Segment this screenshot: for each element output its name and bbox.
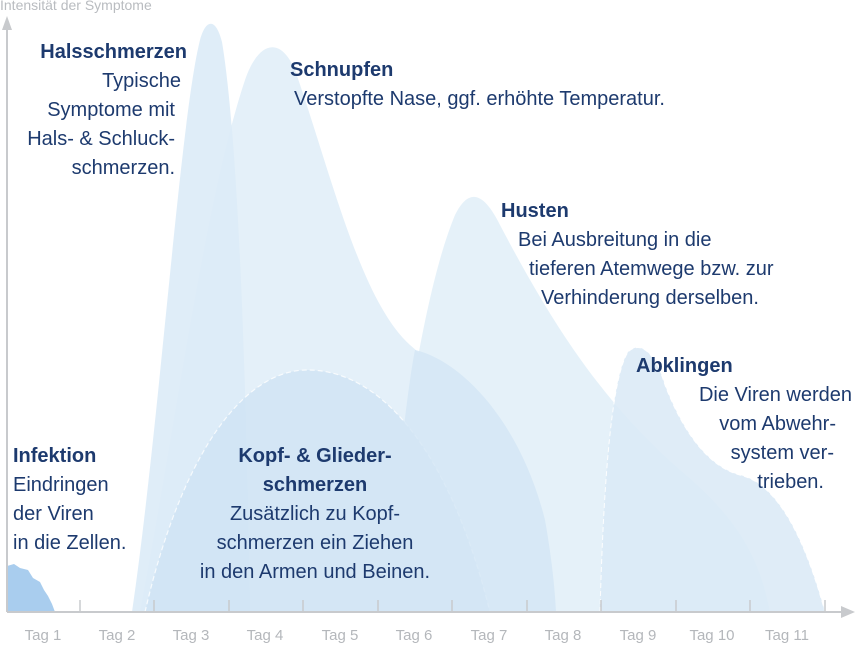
annotation-husten: Husten Bei Ausbreitung in die tieferen A… (501, 197, 774, 313)
annotation-line: Zusätzlich zu Kopf- (229, 503, 401, 525)
y-axis-label: Intensität der Symptome (0, 0, 152, 13)
x-tick-label: Tag 10 (689, 627, 735, 644)
annotation-title: Abklingen (636, 355, 733, 377)
x-tick-label: Tag 1 (24, 627, 62, 644)
annotation-line: schmerzen. (71, 157, 175, 179)
annotation-schnupfen: Schnupfen Verstopfte Nase, ggf. erhöhte … (290, 56, 665, 114)
annotation-line: in die Zellen. (13, 532, 127, 554)
area-infektion (7, 564, 55, 612)
x-tick-label: Tag 8 (544, 627, 582, 644)
annotation-line: Typische (102, 70, 181, 92)
annotation-line: system ver- (730, 442, 834, 464)
annotation-title: Halsschmerzen (40, 41, 187, 63)
annotation-title: Schnupfen (290, 59, 394, 81)
annotation-line: Bei Ausbreitung in die (518, 229, 712, 251)
annotation-line: Symptome mit (47, 99, 175, 121)
annotation-halsschmerzen: Halsschmerzen Typische Symptome mit Hals… (0, 38, 187, 183)
x-tick-label: Tag 2 (98, 627, 136, 644)
annotation-title: schmerzen (262, 474, 368, 496)
annotation-line: Verhinderung derselben. (541, 287, 759, 309)
annotation-title: Husten (501, 200, 569, 222)
area-abklingen (599, 347, 826, 613)
annotation-line: der Viren (13, 503, 94, 525)
annotation-line: schmerzen ein Ziehen (216, 532, 414, 554)
annotation-title: Kopf- & Glieder- (238, 445, 392, 467)
annotation-kopf-gliederschmerzen: Kopf- & Glieder- schmerzen Zusätzlich zu… (170, 442, 460, 587)
x-axis-arrow-icon (841, 606, 855, 618)
annotation-line: Die Viren werden (698, 384, 852, 406)
annotation-line: tieferen Atemwege bzw. zur (529, 258, 774, 280)
annotation-line: Eindringen (13, 474, 109, 496)
area-overlap-mid (380, 350, 556, 612)
x-tick-label: Tag 6 (395, 627, 433, 644)
y-axis-arrow-icon (2, 16, 12, 30)
annotation-line: Hals- & Schluck- (27, 128, 175, 150)
x-tick-label: Tag 7 (470, 627, 508, 644)
annotation-line: Verstopfte Nase, ggf. erhöhte Temperatur… (294, 88, 665, 110)
annotation-line: trieben. (757, 471, 824, 493)
x-axis-ticks (79, 600, 826, 612)
annotation-line: in den Armen und Beinen. (199, 561, 431, 583)
annotation-infektion: Infektion Eindringen der Viren in die Ze… (13, 442, 126, 558)
x-tick-label: Tag 3 (172, 627, 210, 644)
x-tick-label: Tag 9 (619, 627, 657, 644)
annotation-title: Infektion (13, 445, 97, 467)
x-tick-label: Tag 11 (765, 627, 809, 644)
x-tick-label: Tag 5 (321, 627, 359, 644)
x-tick-label: Tag 4 (246, 627, 284, 644)
annotation-line: vom Abwehr- (719, 413, 836, 435)
annotation-abklingen: Abklingen Die Viren werden vom Abwehr- s… (636, 352, 852, 497)
